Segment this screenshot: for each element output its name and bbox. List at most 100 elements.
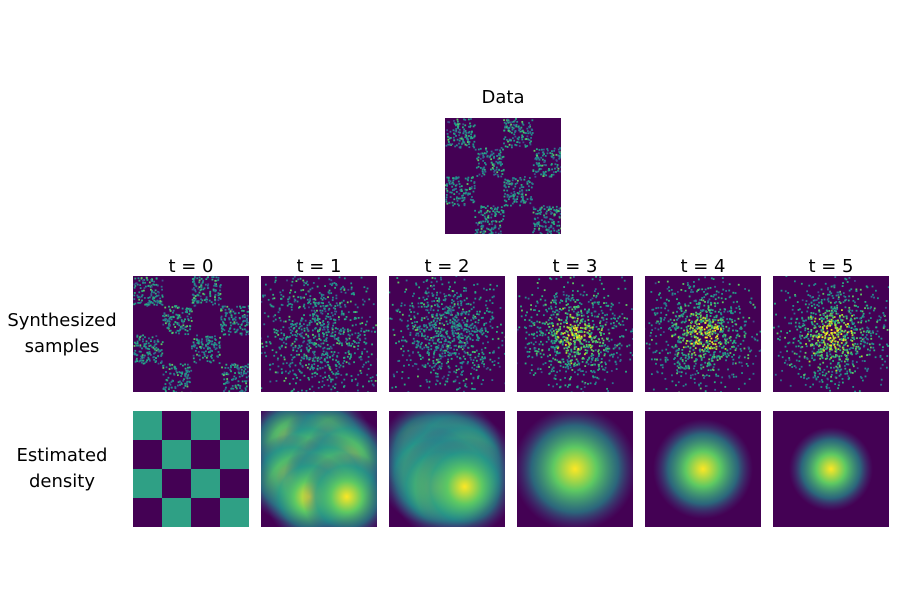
sample-dot xyxy=(433,320,435,322)
sample-dot xyxy=(214,296,216,298)
sample-dot xyxy=(555,293,557,295)
sample-dot xyxy=(558,208,560,210)
sample-dot xyxy=(342,333,344,335)
sample-dot xyxy=(453,335,455,337)
sample-dot xyxy=(581,312,583,314)
sample-dot xyxy=(317,319,319,321)
sample-dot xyxy=(426,346,428,348)
sample-dot xyxy=(430,345,432,347)
sample-dot xyxy=(322,305,324,307)
sample-dot xyxy=(546,229,548,231)
sample-dot xyxy=(569,378,571,380)
sample-dot xyxy=(713,316,715,318)
sample-dot xyxy=(269,364,271,366)
sample-dot xyxy=(531,187,533,189)
sample-dot xyxy=(407,325,409,327)
sample-dot xyxy=(591,315,593,317)
sample-dot xyxy=(189,381,191,383)
sample-dot xyxy=(245,365,247,367)
sample-dot xyxy=(468,331,470,333)
sample-dot xyxy=(539,159,541,161)
sample-dot xyxy=(241,334,243,336)
sample-dot xyxy=(538,351,540,353)
sample-dot xyxy=(317,344,319,346)
sample-dot xyxy=(360,330,362,332)
sample-dot xyxy=(314,298,316,300)
sample-dot xyxy=(347,345,349,347)
sample-dot xyxy=(568,310,570,312)
sample-dot xyxy=(418,302,420,304)
sample-dot xyxy=(260,337,262,339)
sample-dot xyxy=(433,285,435,287)
sample-dot xyxy=(177,385,179,387)
sample-dot xyxy=(511,121,513,123)
sample-dot xyxy=(313,357,315,359)
sample-dot xyxy=(463,287,465,289)
sample-dot xyxy=(195,298,197,300)
sample-dot xyxy=(601,366,603,368)
sample-dot xyxy=(188,319,190,321)
sample-dot xyxy=(457,296,459,298)
sample-dot xyxy=(139,302,141,304)
sample-dot xyxy=(527,138,529,140)
sample-dot xyxy=(579,341,581,343)
sample-dot xyxy=(549,317,551,319)
sample-dot xyxy=(330,369,332,371)
sample-dot xyxy=(556,314,558,316)
sample-dot xyxy=(181,392,183,394)
sample-dot xyxy=(365,342,367,344)
sample-dot xyxy=(221,309,223,311)
sample-dot xyxy=(175,370,177,372)
sample-dot xyxy=(474,298,476,300)
sample-dot xyxy=(218,292,220,294)
sample-dot xyxy=(535,171,537,173)
sample-dot xyxy=(496,208,498,210)
sample-dot xyxy=(225,387,227,389)
sample-dot xyxy=(323,384,325,386)
sample-dot xyxy=(543,214,545,216)
sample-dot xyxy=(515,118,517,120)
sample-dot xyxy=(441,365,443,367)
sample-dot xyxy=(558,311,560,313)
sample-dot xyxy=(441,363,443,365)
sample-dot xyxy=(669,407,671,409)
sample-dot xyxy=(308,363,310,365)
sample-dot xyxy=(320,305,322,307)
sample-dot xyxy=(436,313,438,315)
sample-dot xyxy=(198,351,200,353)
sample-dot xyxy=(190,370,192,372)
sample-dot xyxy=(350,282,352,284)
sample-dot xyxy=(598,303,600,305)
sample-dot xyxy=(302,365,304,367)
sample-dot xyxy=(511,329,513,331)
sample-dot xyxy=(172,316,174,318)
sample-dot xyxy=(616,368,618,370)
sample-dot xyxy=(334,351,336,353)
sample-dot xyxy=(537,170,539,172)
sample-dot xyxy=(322,342,324,344)
sample-dot xyxy=(161,286,163,288)
sample-dot xyxy=(340,306,342,308)
sample-dot xyxy=(721,376,723,378)
sample-dot xyxy=(182,312,184,314)
sample-dot xyxy=(478,149,480,151)
sample-dot xyxy=(736,307,738,309)
sample-dot xyxy=(518,193,520,195)
sample-dot xyxy=(521,315,523,317)
sample-dot xyxy=(582,327,584,329)
sample-dot xyxy=(634,332,636,334)
sample-dot xyxy=(697,289,699,291)
sample-dot xyxy=(199,346,201,348)
sample-dot xyxy=(414,340,416,342)
sample-dot xyxy=(170,373,172,375)
sample-dot xyxy=(431,328,433,330)
sample-dot xyxy=(223,374,225,376)
sample-dot xyxy=(467,354,469,356)
sample-dot xyxy=(452,318,454,320)
sample-dot xyxy=(490,169,492,171)
sample-dot xyxy=(501,340,503,342)
sample-dot xyxy=(460,373,462,375)
sample-dot xyxy=(319,310,321,312)
sample-dot xyxy=(322,321,324,323)
sample-dot xyxy=(712,356,714,358)
